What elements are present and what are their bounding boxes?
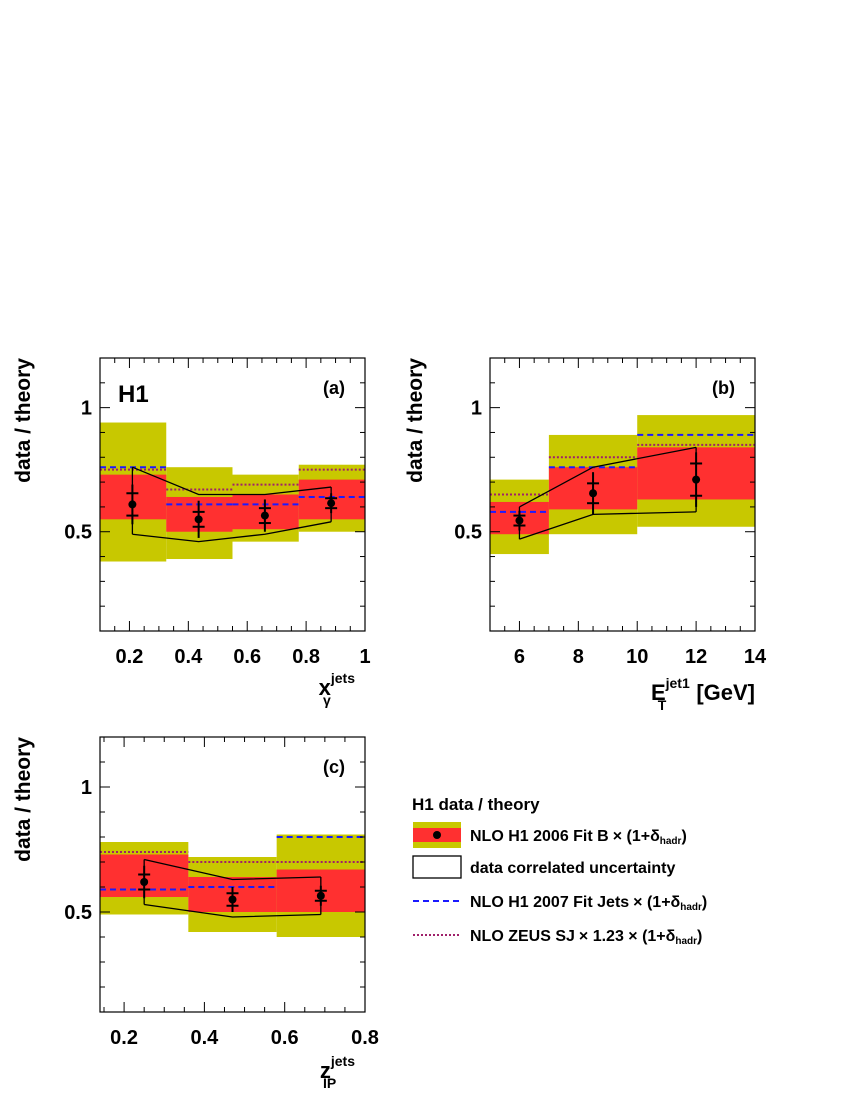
panel-a: 0.2 0.4 0.6 0.8 1 0.5 1 data / theory (a) xjets γ xyxy=(12,357,371,708)
plot-area xyxy=(490,415,755,555)
y-tick-label: 1 xyxy=(81,398,92,420)
plot-area xyxy=(100,834,365,937)
legend-close: ) xyxy=(681,828,686,845)
y-tick-label: 1 xyxy=(81,777,92,799)
legend-entry-fitb: NLO H1 2006 Fit B × (1+δhadr) xyxy=(413,822,687,848)
x-tick-label: 0.4 xyxy=(174,646,203,668)
legend-suffix: × (1+δ xyxy=(633,894,680,911)
x-tick-label: 6 xyxy=(514,646,525,668)
legend-name: NLO H1 2007 Fit Jets xyxy=(470,894,629,911)
corr-lower-line xyxy=(144,903,321,918)
legend: H1 data / theory NLO H1 2006 Fit B × (1+δ… xyxy=(412,795,707,947)
x-tick-label: 0.2 xyxy=(116,646,144,668)
y-axis-label: data / theory xyxy=(12,737,35,862)
panel-c: 0.2 0.4 0.6 0.8 0.5 1 data / theory (c) zjets IP xyxy=(12,736,379,1091)
x-axis-label-sub: T xyxy=(658,697,667,713)
data-point xyxy=(228,895,237,904)
legend-name: NLO H1 2006 Fit B xyxy=(470,828,609,845)
x-tick-label: 8 xyxy=(573,646,584,668)
x-axis-label-main: x xyxy=(319,675,332,700)
data-point xyxy=(327,499,336,508)
legend-entry-corr: data correlated uncertainty xyxy=(412,855,676,879)
corr-upper-line xyxy=(132,466,332,496)
legend-close: ) xyxy=(702,894,707,911)
x-tick-label: 12 xyxy=(685,646,707,668)
data-point xyxy=(128,500,137,509)
plot-area xyxy=(100,422,365,562)
y-axis-label: data / theory xyxy=(12,358,35,483)
x-tick-label: 0.8 xyxy=(292,646,320,668)
legend-name: NLO ZEUS SJ xyxy=(470,928,575,945)
x-axis-label-sub: IP xyxy=(323,1075,336,1091)
legend-data-point-marker xyxy=(433,831,441,839)
data-point xyxy=(194,515,203,524)
x-axis-label-main: E xyxy=(651,680,666,705)
data-point xyxy=(316,891,325,900)
y-axis-label: data / theory xyxy=(404,358,427,483)
corr-upper-line xyxy=(144,858,321,881)
axes-frame xyxy=(99,736,366,1013)
corr-upper-line xyxy=(519,446,697,508)
x-tick-label: 0.8 xyxy=(351,1027,379,1049)
legend-sub: hadr xyxy=(680,902,702,913)
panel-label: (a) xyxy=(323,378,345,398)
data-point xyxy=(589,489,598,498)
x-axis-label-sup: jet1 xyxy=(665,675,690,691)
y-tick-label: 0.5 xyxy=(64,902,92,924)
panel-label: (b) xyxy=(712,378,735,398)
legend-sub: hadr xyxy=(660,836,682,847)
x-axis-label-sup: jets xyxy=(330,1053,355,1069)
data-point xyxy=(260,511,269,520)
h1-label: H1 xyxy=(118,381,149,408)
legend-entry-fitjets: NLO H1 2007 Fit Jets × (1+δhadr) xyxy=(413,894,707,913)
y-tick-label: 1 xyxy=(471,398,482,420)
panel-label: (c) xyxy=(323,757,345,777)
legend-title: H1 data / theory xyxy=(412,795,540,814)
x-tick-label: 10 xyxy=(626,646,648,668)
data-point xyxy=(515,516,524,525)
data-point xyxy=(140,878,149,886)
legend-entry-zeus: NLO ZEUS SJ × 1.23 × (1+δhadr) xyxy=(413,928,702,947)
legend-suffix: × (1+δ xyxy=(613,828,660,845)
x-tick-label: 0.6 xyxy=(233,646,261,668)
legend-entry-label: NLO ZEUS SJ × 1.23 × (1+δhadr) xyxy=(470,928,702,947)
x-tick-label: 0.2 xyxy=(110,1027,138,1049)
legend-corr-swatch xyxy=(412,855,462,879)
data-point xyxy=(692,475,701,484)
y-tick-label: 0.5 xyxy=(64,522,92,544)
legend-suffix: × 1.23 × (1+δ xyxy=(579,928,676,945)
legend-close: ) xyxy=(697,928,702,945)
x-axis-label: xjets γ xyxy=(319,670,356,708)
x-axis-label: Ejet1 T [GeV] xyxy=(651,675,755,713)
x-axis-label-sup: jets xyxy=(330,670,355,686)
x-tick-label: 0.6 xyxy=(271,1027,299,1049)
x-tick-label: 1 xyxy=(359,646,370,668)
x-axis-label: zjets IP xyxy=(320,1053,355,1091)
legend-sub: hadr xyxy=(675,936,697,947)
x-tick-label: 14 xyxy=(744,646,767,668)
x-axis-label-unit: [GeV] xyxy=(696,680,755,705)
x-axis-label-main: z xyxy=(320,1058,331,1083)
legend-entry-label: NLO H1 2006 Fit B × (1+δhadr) xyxy=(470,828,687,847)
corr-lower-line xyxy=(132,521,332,543)
legend-entry-label: data correlated uncertainty xyxy=(470,860,676,877)
x-tick-label: 0.4 xyxy=(190,1027,219,1049)
panel-b: 6 8 10 12 14 0.5 1 data / theory (b) Ejet1 T [GeV] xyxy=(404,357,767,713)
x-axis-label-sub: γ xyxy=(323,692,331,708)
legend-entry-label: NLO H1 2007 Fit Jets × (1+δhadr) xyxy=(470,894,707,913)
y-tick-label: 0.5 xyxy=(454,522,482,544)
